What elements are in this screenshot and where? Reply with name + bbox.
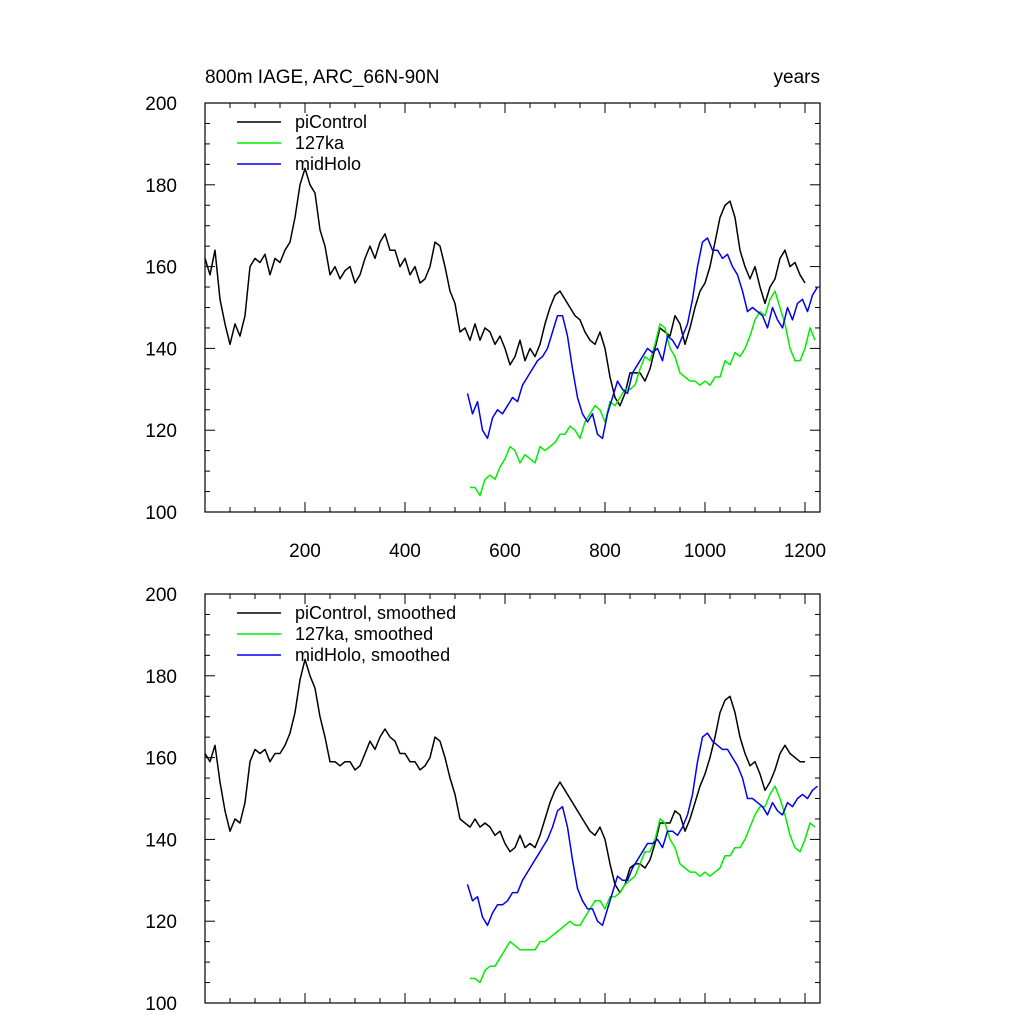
chart0-series-1-line	[204, 167, 806, 407]
chart0-x-tick-label: 800	[589, 541, 621, 562]
chart0-x-tick-label: 1200	[784, 541, 826, 562]
chart1-series-3-line	[466, 732, 818, 927]
chart1-series-1-line	[204, 658, 805, 894]
chart0-title: 800m IAGE, ARC_66N-90N	[205, 67, 439, 88]
chart1-y-tick-label: 140	[145, 830, 177, 851]
chart1-legend-label-1: piControl, smoothed	[295, 603, 456, 623]
chart1-y-tick-label: 120	[145, 912, 177, 933]
chart1-series-2-line	[470, 785, 816, 984]
chart0-x-tick-label: 1000	[684, 541, 726, 562]
chart1-y-tick-label: 160	[145, 749, 177, 770]
chart0-x-tick-label: 600	[489, 541, 521, 562]
chart0-y-tick-label: 140	[145, 339, 177, 360]
chart0-y-tick-label: 180	[145, 176, 177, 197]
chart0-x-tick-label: 400	[389, 541, 421, 562]
chart0-series-2-line	[470, 290, 816, 497]
chart0-legend-label-1: piControl	[295, 112, 367, 132]
chart0-units: years	[774, 67, 820, 88]
chart1-y-tick-label: 200	[145, 585, 177, 606]
chart0-y-tick-label: 120	[145, 421, 177, 442]
chart0-legend-label-3: midHolo	[295, 154, 361, 174]
bottom-panel: 100 120 140 160 180 200 piControl, smoothed127…	[145, 585, 821, 1015]
chart0-legend-label-2: 127ka	[295, 133, 345, 153]
chart0-x-tick-label: 200	[289, 541, 321, 562]
chart1-y-tick-label: 100	[145, 994, 177, 1015]
chart1-legend-label-2: 127ka, smoothed	[295, 624, 433, 644]
chart1-legend-label-3: midHolo, smoothed	[295, 645, 450, 665]
chart1-y-tick-label: 180	[145, 667, 177, 688]
chart0-y-tick-label: 100	[145, 503, 177, 524]
chart0-y-tick-label: 200	[145, 94, 177, 115]
top-panel: 100 120 140 160 180 200 200 400 600 800 1000 1200 80…	[145, 67, 826, 562]
chart0-series-3-line	[466, 237, 819, 440]
chart0-y-tick-label: 160	[145, 258, 177, 279]
